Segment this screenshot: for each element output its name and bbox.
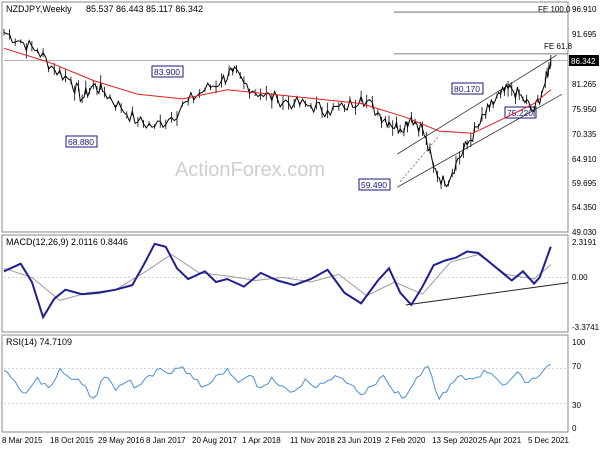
fe-618-label: FE 61.8 [544, 42, 573, 51]
annotation-59490: 59.490 [358, 178, 391, 191]
x-ticks: 8 Mar 2015 18 Oct 2015 29 May 2016 8 Jan… [2, 436, 569, 445]
x-tick: 8 Mar 2015 [2, 436, 43, 445]
macd-series-layer [3, 242, 569, 320]
channel-lower-line [397, 93, 563, 188]
rsi-title: RSI(14) 74.7109 [6, 337, 72, 347]
price-y-tick: 91.695 [572, 30, 597, 39]
macd-panel-frame [1, 234, 569, 333]
x-tick: 29 May 2016 [98, 436, 145, 445]
moving-average-line [3, 47, 552, 134]
price-y-tick: 54.350 [572, 203, 597, 212]
price-y-tick: 64.910 [572, 155, 597, 164]
macd-y-tick: 2.3191 [572, 238, 597, 247]
svg-text:83.900: 83.900 [154, 67, 180, 77]
rsi-y-tick: 100 [572, 338, 586, 347]
x-tick: 13 Sep 2020 [432, 436, 478, 445]
x-tick: 2 Feb 2020 [385, 436, 426, 445]
x-tick: 18 Oct 2015 [50, 436, 94, 445]
price-series-layer [3, 11, 568, 190]
macd-y-tick: 0.00 [572, 273, 588, 282]
svg-text:68.880: 68.880 [68, 137, 94, 147]
last-price-box [569, 55, 599, 66]
rsi-line [3, 363, 552, 401]
price-y-tick: 70.335 [572, 130, 597, 139]
price-panel-frame [1, 1, 569, 233]
annotation-80170: 80.170 [451, 82, 484, 95]
annotation-68880: 68.880 [65, 135, 98, 148]
x-tick: 23 Jun 2019 [337, 436, 382, 445]
rsi-y-tick: 30 [572, 401, 581, 410]
x-tick: 11 Nov 2018 [290, 436, 335, 445]
price-y-tick: 75.950 [572, 105, 597, 114]
ohlc-readout: 85.537 86.443 85.117 86.342 [86, 4, 203, 14]
price-y-tick: 81.265 [572, 80, 597, 89]
x-tick: 1 Apr 2018 [242, 436, 281, 445]
rsi-panel-frame [1, 334, 569, 433]
macd-signal-line [3, 253, 552, 301]
macd-trend-line [405, 282, 569, 306]
last-price-label: 86.342 [571, 57, 596, 66]
rsi-y-tick: 0 [572, 424, 577, 433]
watermark: ActionForex.com [175, 159, 325, 181]
fe-100-label: FE 100.0 [538, 5, 571, 14]
macd-line [3, 242, 552, 320]
x-tick: 25 Apr 2021 [478, 436, 522, 445]
svg-text:59.490: 59.490 [361, 180, 387, 190]
price-y-tick: 59.695 [572, 179, 597, 188]
annotation-83900: 83.900 [151, 65, 184, 78]
price-y-ticks: 96.910 91.695 81.265 75.950 70.335 64.91… [572, 5, 597, 237]
x-tick: 8 Jan 2017 [146, 436, 186, 445]
macd-title: MACD(12,26,9) 2.0116 0.8446 [6, 237, 128, 247]
svg-text:75.220: 75.220 [507, 108, 533, 118]
channel-upper-line [397, 54, 557, 155]
x-tick: 20 Aug 2017 [192, 436, 237, 445]
macd-y-tick: -3.3741 [572, 323, 600, 332]
svg-text:80.170: 80.170 [454, 84, 480, 94]
rsi-y-tick: 70 [572, 362, 581, 371]
rsi-series-layer [3, 363, 568, 404]
price-y-tick: 49.030 [572, 228, 597, 237]
x-tick: 5 Dec 2021 [528, 436, 569, 445]
price-title: NZDJPY,Weekly [6, 4, 72, 14]
price-y-tick: 96.910 [572, 5, 597, 14]
